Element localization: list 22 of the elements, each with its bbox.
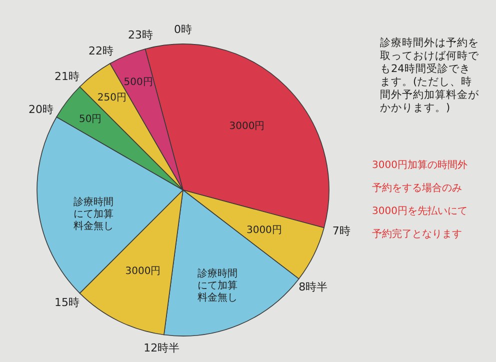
text: 予約をする場合のみ	[372, 182, 462, 194]
text: 22時	[88, 44, 114, 58]
text: 7時	[332, 224, 350, 238]
slice-label: 3000円	[125, 266, 161, 278]
text: 3000円を先払いにて	[372, 205, 468, 217]
slice-label: 3000円	[246, 225, 282, 236]
slice-label: 3000円	[229, 120, 265, 132]
text: 3000円加算の時間外	[372, 159, 468, 171]
slice-label: 診療時間にて加算料金無し	[73, 196, 114, 232]
text: 予約完了となります	[372, 228, 462, 240]
slice-label: 診療時間にて加算料金無し	[198, 268, 238, 304]
text: 診療時間外は予約を取っておけば何時でも24時間受診できます。(ただし、時間外予約加算料金がかかります。)	[380, 36, 480, 114]
text: 20時	[28, 103, 54, 116]
text: 15時	[54, 296, 80, 310]
slice-label: 50円	[78, 114, 102, 125]
text: 12時半	[144, 342, 180, 355]
text: 0時	[174, 23, 192, 36]
text: 21時	[54, 70, 80, 83]
text: 8時半	[298, 280, 328, 294]
text: 23時	[128, 28, 154, 42]
slice-label: 250円	[97, 92, 126, 104]
slice-label: 500円	[124, 77, 153, 88]
